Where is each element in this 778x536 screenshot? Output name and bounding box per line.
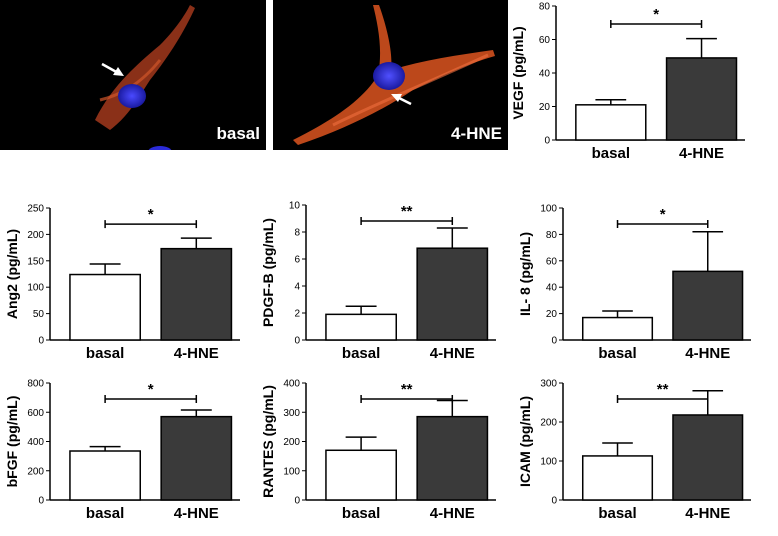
chart-vegf: 0 20 40 60 80 VEGF (pg/mL) basal 4-HNE * — [510, 2, 745, 162]
x-tick-label: basal — [598, 505, 636, 522]
micrograph-basal-image — [95, 5, 195, 150]
bar-4-hne — [160, 247, 233, 341]
y-axis-label: ICAM (pg/mL) — [517, 396, 533, 487]
y-axis-label: RANTES (pg/mL) — [260, 385, 276, 498]
y-tick-label: 300 — [283, 408, 300, 419]
chart-rantes: 0 100 200 300 400 RANTES (pg/mL) basal 4-HNE ** — [260, 379, 496, 522]
x-tick-label: basal — [86, 345, 124, 362]
x-tick-label: 4-HNE — [685, 345, 730, 362]
bar-4-hne — [665, 57, 738, 141]
y-tick-label: 10 — [289, 201, 301, 212]
y-tick-label: 4 — [294, 282, 300, 293]
y-tick-label: 400 — [27, 437, 44, 448]
bar-4-hne — [672, 270, 744, 341]
y-axis-label: VEGF (pg/mL) — [510, 26, 526, 119]
y-tick-label: 80 — [546, 230, 558, 241]
x-tick-label: basal — [598, 345, 636, 362]
y-tick-label: 200 — [540, 418, 557, 429]
y-tick-label: 100 — [540, 204, 557, 215]
y-tick-label: 0 — [294, 496, 300, 507]
micrograph-basal: basal — [0, 0, 266, 150]
y-tick-label: 600 — [27, 408, 44, 419]
chart-pdgf-b: 0 2 4 6 8 10 PDGF-B (pg/mL) basal 4-HNE ** — [260, 201, 496, 362]
y-tick-label: 100 — [540, 457, 557, 468]
micrograph-4hne: 4-HNE — [273, 0, 508, 150]
bar-basal — [69, 273, 141, 341]
y-axis-label: IL- 8 (pg/mL) — [517, 232, 533, 316]
x-tick-label: 4-HNE — [430, 345, 475, 362]
significance-marker: ** — [401, 203, 413, 220]
bar-basal — [581, 455, 654, 501]
micrograph-basal-label: basal — [216, 124, 260, 143]
x-tick-label: 4-HNE — [685, 505, 730, 522]
y-axis-label: bFGF (pg/mL) — [4, 396, 20, 488]
y-tick-label: 100 — [283, 466, 300, 477]
x-tick-label: 4-HNE — [174, 505, 219, 522]
bar-4-hne — [416, 415, 489, 501]
significance-marker: * — [148, 381, 154, 398]
y-tick-label: 60 — [546, 256, 558, 267]
y-tick-label: 8 — [294, 228, 300, 239]
x-tick-label: basal — [342, 345, 380, 362]
x-tick-label: basal — [592, 145, 630, 162]
x-tick-label: basal — [342, 505, 380, 522]
bar-basal — [325, 313, 398, 341]
y-tick-label: 250 — [27, 204, 44, 215]
micrograph-4hne-image — [293, 5, 495, 145]
y-tick-label: 0 — [38, 336, 44, 347]
y-tick-label: 0 — [38, 496, 44, 507]
y-tick-label: 200 — [27, 466, 44, 477]
significance-marker: * — [660, 206, 666, 223]
x-tick-label: 4-HNE — [430, 505, 475, 522]
micrograph-4hne-label: 4-HNE — [450, 124, 502, 143]
y-tick-label: 800 — [27, 379, 44, 390]
y-tick-label: 50 — [33, 309, 45, 320]
y-tick-label: 200 — [27, 230, 44, 241]
bar-basal — [575, 104, 647, 141]
chart-icam: 0 100 200 300 ICAM (pg/mL) basal 4-HNE ** — [517, 379, 751, 522]
y-tick-label: 60 — [539, 35, 551, 46]
y-tick-label: 20 — [539, 102, 551, 113]
y-tick-label: 20 — [546, 309, 558, 320]
y-tick-label: 150 — [27, 256, 44, 267]
y-tick-label: 200 — [283, 437, 300, 448]
y-tick-label: 6 — [294, 255, 300, 266]
y-tick-label: 40 — [546, 283, 558, 294]
chart-bfgf: 0 200 400 600 800 bFGF (pg/mL) basal 4-HNE * — [4, 379, 240, 522]
x-tick-label: basal — [86, 505, 124, 522]
bar-4-hne — [416, 247, 489, 341]
y-tick-label: 40 — [539, 69, 551, 80]
chart-il-8: 0 20 40 60 80 100 IL- 8 (pg/mL) basal 4-HNE * — [517, 204, 751, 362]
bar-basal — [325, 449, 398, 501]
bar-4-hne — [160, 415, 233, 501]
y-tick-label: 0 — [551, 336, 557, 347]
y-tick-label: 300 — [540, 379, 557, 390]
significance-marker: ** — [401, 381, 413, 398]
bar-basal — [69, 450, 141, 501]
x-tick-label: 4-HNE — [174, 345, 219, 362]
y-tick-label: 0 — [544, 136, 550, 147]
significance-marker: * — [148, 206, 154, 223]
x-tick-label: 4-HNE — [679, 145, 724, 162]
significance-marker: * — [653, 6, 659, 23]
chart-ang2: 0 50 100 150 200 250 Ang2 (pg/mL) basal 4-HNE * — [4, 204, 240, 362]
bar-basal — [581, 316, 654, 341]
y-axis-label: Ang2 (pg/mL) — [4, 229, 20, 319]
y-tick-label: 100 — [27, 283, 44, 294]
significance-marker: ** — [657, 381, 669, 398]
y-tick-label: 400 — [283, 379, 300, 390]
y-tick-label: 2 — [294, 309, 300, 320]
y-axis-label: PDGF-B (pg/mL) — [260, 218, 276, 327]
bar-4-hne — [672, 414, 744, 501]
y-tick-label: 0 — [551, 496, 557, 507]
y-tick-label: 80 — [539, 2, 551, 13]
y-tick-label: 0 — [294, 336, 300, 347]
